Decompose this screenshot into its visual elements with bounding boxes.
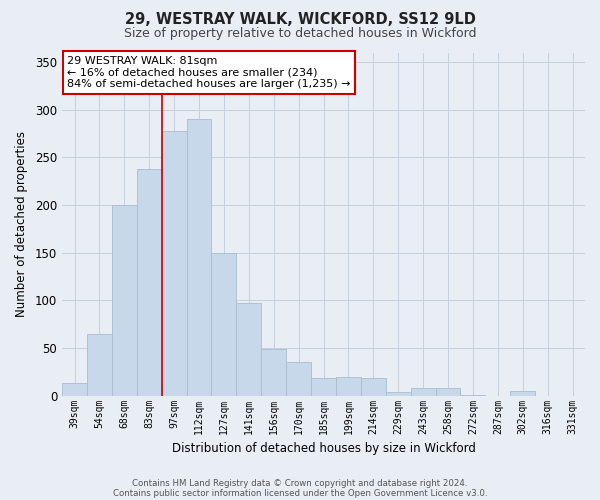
Text: Contains public sector information licensed under the Open Government Licence v3: Contains public sector information licen… <box>113 488 487 498</box>
Bar <box>410 388 436 396</box>
Bar <box>386 392 410 396</box>
Bar <box>336 376 361 396</box>
Y-axis label: Number of detached properties: Number of detached properties <box>15 131 28 317</box>
Bar <box>62 383 87 396</box>
Text: 29 WESTRAY WALK: 81sqm
← 16% of detached houses are smaller (234)
84% of semi-de: 29 WESTRAY WALK: 81sqm ← 16% of detached… <box>67 56 351 89</box>
Bar <box>361 378 386 396</box>
Bar <box>187 119 211 396</box>
Bar <box>236 303 261 396</box>
Bar <box>436 388 460 396</box>
X-axis label: Distribution of detached houses by size in Wickford: Distribution of detached houses by size … <box>172 442 475 455</box>
Bar <box>510 391 535 396</box>
Bar <box>137 169 161 396</box>
Bar <box>311 378 336 396</box>
Text: Contains HM Land Registry data © Crown copyright and database right 2024.: Contains HM Land Registry data © Crown c… <box>132 478 468 488</box>
Bar <box>460 394 485 396</box>
Bar <box>112 205 137 396</box>
Bar <box>261 349 286 396</box>
Bar <box>286 362 311 396</box>
Bar <box>87 334 112 396</box>
Bar <box>211 252 236 396</box>
Text: Size of property relative to detached houses in Wickford: Size of property relative to detached ho… <box>124 28 476 40</box>
Bar <box>161 130 187 396</box>
Text: 29, WESTRAY WALK, WICKFORD, SS12 9LD: 29, WESTRAY WALK, WICKFORD, SS12 9LD <box>125 12 475 28</box>
